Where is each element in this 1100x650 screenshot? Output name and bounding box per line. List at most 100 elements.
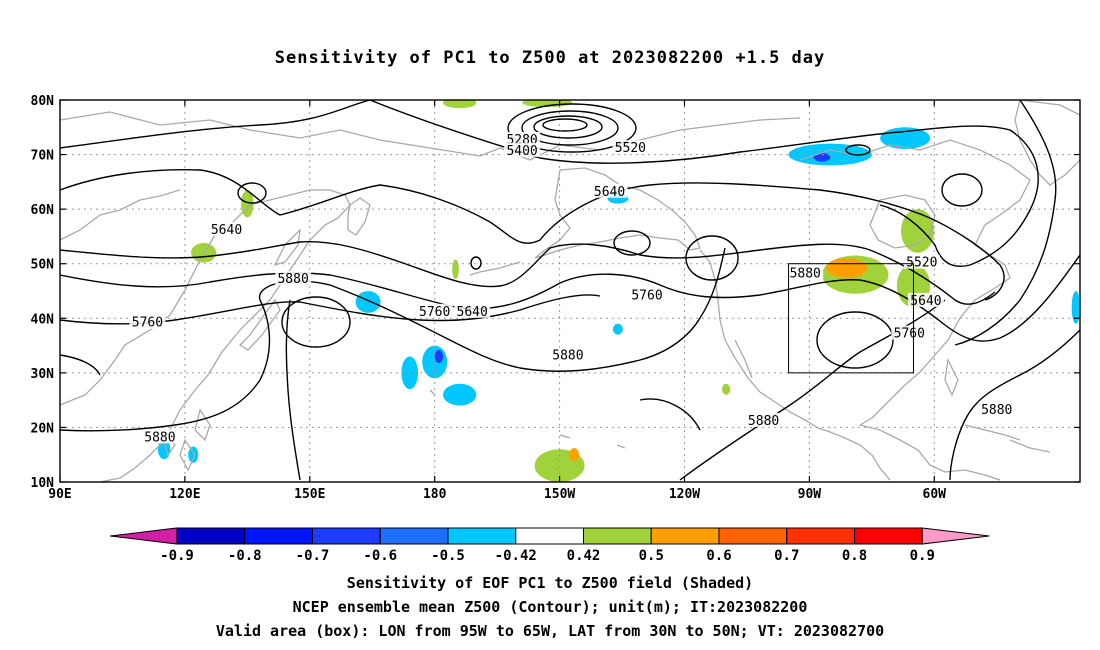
caption-line-3: Valid area (box): LON from 95W to 65W, L… xyxy=(215,622,885,640)
contour-label: 5880 xyxy=(552,348,583,363)
contour-label: 5880 xyxy=(144,430,175,445)
lon-tick-label: 150W xyxy=(544,487,575,502)
contour-label-bg xyxy=(208,221,245,236)
contour-label: 5760 xyxy=(894,327,925,342)
contour-label: 5760 xyxy=(132,316,163,331)
shading-patch-neg_weak xyxy=(422,345,448,379)
shading-patch-pos_weak xyxy=(443,100,477,109)
contour-label-bg xyxy=(612,140,649,155)
contour-label-bg xyxy=(903,254,940,269)
colorbar-label: 0.7 xyxy=(774,548,799,564)
lat-tick-label: 40N xyxy=(31,312,55,327)
shading-patch-pos_mid xyxy=(569,448,580,462)
colorbar-left-arrow xyxy=(109,527,178,545)
contour-label: 5760 xyxy=(419,305,450,320)
coastline-layer xyxy=(60,100,1080,482)
shading-patch-pos_weak xyxy=(452,259,459,279)
colorbar-label: -0.7 xyxy=(296,548,330,564)
colorbar: -0.9 -0.8 -0.7 -0.6 -0.5 -0.42 0.42 0.5 0.6 0.7 0.… xyxy=(109,527,990,564)
lat-tick-label: 20N xyxy=(31,421,55,436)
shading-patch-neg_weak xyxy=(188,446,199,463)
lon-tick-label: 150E xyxy=(294,487,325,502)
colorbar-segment xyxy=(312,527,381,545)
shading-patch-neg_weak xyxy=(1071,291,1080,324)
valid-area-rect xyxy=(788,263,914,374)
lon-tick-label: 60W xyxy=(923,487,947,502)
contour-label: 5880 xyxy=(277,272,308,287)
caption-line-2: NCEP ensemble mean Z500 (Contour); unit(… xyxy=(292,598,808,616)
contour-label-bg xyxy=(787,265,824,280)
lat-tick-label: 10N xyxy=(31,476,55,491)
contour-label-bg xyxy=(745,412,782,427)
colorbar-label: -0.8 xyxy=(228,548,262,564)
z500-contours xyxy=(60,100,1080,481)
contour-label: 5880 xyxy=(790,267,821,282)
colorbar-segment xyxy=(854,527,923,545)
contour-label: 5640 xyxy=(457,305,488,320)
lat-tick-label: 70N xyxy=(31,149,55,164)
lon-tick-label: 180 xyxy=(423,487,447,502)
contour-label-bg xyxy=(978,402,1015,417)
lon-tick-label: 120W xyxy=(669,487,700,502)
colorbar-segment xyxy=(447,527,517,545)
shading-patch-neg_mid xyxy=(434,349,444,364)
plot-frame xyxy=(59,99,1081,483)
map-title: Sensitivity of PC1 to Z500 at 2023082200… xyxy=(274,48,826,68)
lat-tick-label: 60N xyxy=(31,203,55,218)
contour-label-bg xyxy=(416,303,453,318)
colorbar-segment xyxy=(583,527,652,545)
shading-patch-neg_mid xyxy=(813,152,831,162)
contour-label-bg xyxy=(629,287,666,302)
contour-label: 5880 xyxy=(748,414,779,429)
lon-tick-label: 90W xyxy=(798,487,822,502)
latitude-axis: 10N 20N 30N 40N 50N 60N 70N 80N xyxy=(31,94,1080,491)
colorbar-segment xyxy=(650,527,720,545)
contour-label-bg xyxy=(549,347,586,362)
lat-tick-label: 80N xyxy=(31,94,55,109)
shading-patch-neg_weak xyxy=(443,383,477,406)
colorbar-label: -0.42 xyxy=(495,548,537,564)
colorbar-right-arrow xyxy=(921,527,990,545)
colorbar-label: -0.9 xyxy=(160,548,194,564)
contour-label: 5880 xyxy=(981,403,1012,418)
colorbar-label: 0.6 xyxy=(706,548,731,564)
colorbar-segment xyxy=(379,527,449,545)
shading-patch-pos_weak xyxy=(721,383,731,395)
contour-label-bg xyxy=(907,292,944,307)
contour-label-bg xyxy=(129,314,166,329)
contour-label-bg xyxy=(504,131,541,146)
contour-label: 5760 xyxy=(631,288,662,303)
colorbar-segment xyxy=(244,527,313,545)
colorbar-segment xyxy=(515,527,584,545)
colorbar-label: -0.6 xyxy=(363,548,397,564)
colorbar-segment xyxy=(718,527,788,545)
contour-label: 5520 xyxy=(906,256,937,271)
contour-label: 5640 xyxy=(211,223,242,238)
lon-tick-label: 120E xyxy=(169,487,200,502)
contour-label-bg xyxy=(504,142,541,157)
lon-tick-label: 90E xyxy=(48,487,71,502)
colorbar-label: 0.9 xyxy=(910,548,935,564)
colorbar-label: 0.5 xyxy=(639,548,664,564)
caption-line-1: Sensitivity of EOF PC1 to Z500 field (Sh… xyxy=(346,574,754,592)
shading-patch-neg_weak xyxy=(612,323,623,335)
gridlines xyxy=(60,100,1080,482)
contour-label: 5640 xyxy=(910,294,941,309)
colorbar-segment xyxy=(176,527,246,545)
contour-label-bg xyxy=(141,429,178,444)
colorbar-segment xyxy=(786,527,855,545)
contour-label-bg xyxy=(275,271,312,286)
contour-label-bg xyxy=(591,183,628,198)
contour-label: 5640 xyxy=(594,185,625,200)
shading-layer xyxy=(157,100,1080,482)
lat-tick-label: 50N xyxy=(31,258,55,273)
lat-tick-label: 30N xyxy=(31,367,55,382)
contour-label-bg xyxy=(454,303,491,318)
contour-label-bg xyxy=(891,325,928,340)
valid-area-box xyxy=(788,263,914,374)
longitude-axis: 90E 120E 150E 180 150W 120W 90W 60W xyxy=(48,100,946,502)
shading-patch-pos_mid xyxy=(826,258,868,278)
colorbar-label: -0.5 xyxy=(431,548,465,564)
